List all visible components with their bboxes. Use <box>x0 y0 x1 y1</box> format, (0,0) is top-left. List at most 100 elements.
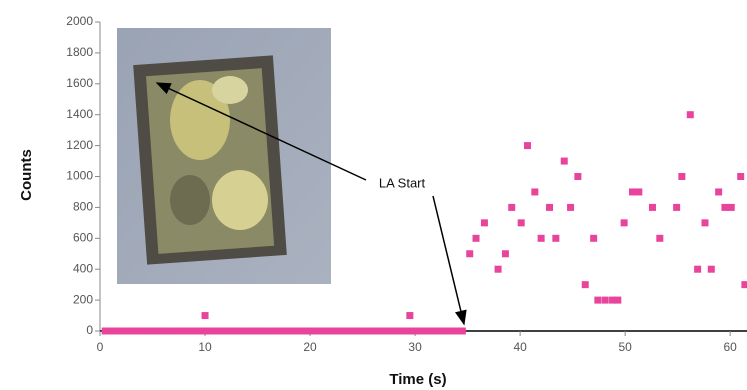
point <box>448 327 456 335</box>
point <box>480 219 488 227</box>
point <box>233 327 241 335</box>
point <box>107 327 115 335</box>
point <box>180 327 188 335</box>
point <box>648 203 656 211</box>
point <box>327 327 335 335</box>
point <box>546 203 554 211</box>
point <box>206 327 214 335</box>
point <box>269 327 277 335</box>
point <box>501 250 509 258</box>
point <box>560 157 568 165</box>
point <box>411 327 419 335</box>
point <box>422 327 430 335</box>
y-tick-label: 1600 <box>66 76 93 90</box>
point <box>122 327 130 335</box>
x-tick-label: 0 <box>97 340 104 354</box>
point <box>552 234 560 242</box>
x-tick-label: 10 <box>198 340 212 354</box>
point <box>280 327 288 335</box>
point <box>164 327 172 335</box>
point <box>332 327 340 335</box>
point <box>581 281 589 289</box>
point <box>427 327 435 335</box>
point <box>322 327 330 335</box>
y-tick-label: 1200 <box>66 138 93 152</box>
point <box>222 327 230 335</box>
point <box>138 327 146 335</box>
point <box>238 327 246 335</box>
point <box>472 234 480 242</box>
point <box>601 296 609 304</box>
y-tick-label: 0 <box>86 323 93 337</box>
point <box>154 327 162 335</box>
y-tick-label: 1800 <box>66 45 93 59</box>
point <box>715 188 723 196</box>
point <box>678 173 686 180</box>
point <box>567 203 575 211</box>
point <box>338 327 346 335</box>
x-tick-label: 40 <box>513 340 527 354</box>
point <box>590 234 598 242</box>
point <box>635 188 643 196</box>
point <box>609 296 617 304</box>
point <box>290 327 298 335</box>
point <box>348 327 356 335</box>
x-tick-label: 60 <box>724 340 738 354</box>
point <box>406 312 414 320</box>
point <box>537 234 545 242</box>
point <box>133 327 141 335</box>
point <box>275 327 283 335</box>
point <box>143 327 151 335</box>
point <box>212 327 220 335</box>
point <box>614 296 622 304</box>
point <box>201 312 209 320</box>
point <box>437 327 445 335</box>
point <box>117 327 125 335</box>
inset-photo <box>117 28 331 284</box>
point <box>531 188 539 196</box>
point <box>594 296 602 304</box>
point <box>149 327 157 335</box>
point <box>374 327 382 335</box>
point <box>673 203 681 211</box>
point <box>191 327 199 335</box>
point <box>369 327 377 335</box>
point <box>101 327 109 335</box>
point <box>248 327 256 335</box>
point <box>620 219 628 227</box>
point <box>686 111 694 119</box>
point <box>201 327 209 335</box>
x-axis-title: Time (s) <box>389 371 446 388</box>
point <box>196 327 204 335</box>
point <box>701 219 709 227</box>
point <box>159 327 167 335</box>
point <box>311 327 319 335</box>
annotation: LA Start <box>379 175 426 190</box>
point <box>175 327 183 335</box>
y-tick-label: 800 <box>73 200 93 214</box>
point <box>416 327 424 335</box>
point <box>453 327 461 335</box>
point <box>359 327 367 335</box>
point <box>727 203 735 211</box>
point <box>285 327 293 335</box>
point <box>128 327 136 335</box>
point <box>254 327 262 335</box>
point <box>364 327 372 335</box>
point <box>741 281 747 289</box>
y-tick-label: 200 <box>73 292 93 306</box>
point <box>432 327 440 335</box>
point <box>264 327 272 335</box>
point <box>458 327 466 335</box>
annotation-arrow <box>432 195 467 326</box>
point <box>707 265 715 273</box>
annotation-arrow <box>155 82 367 181</box>
point <box>395 327 403 335</box>
x-tick-label: 50 <box>618 340 632 354</box>
y-axis-title: Counts <box>18 149 35 201</box>
point <box>629 188 637 196</box>
y-tick-label: 1400 <box>66 107 93 121</box>
point <box>494 265 502 273</box>
x-tick-label: 30 <box>408 340 422 354</box>
